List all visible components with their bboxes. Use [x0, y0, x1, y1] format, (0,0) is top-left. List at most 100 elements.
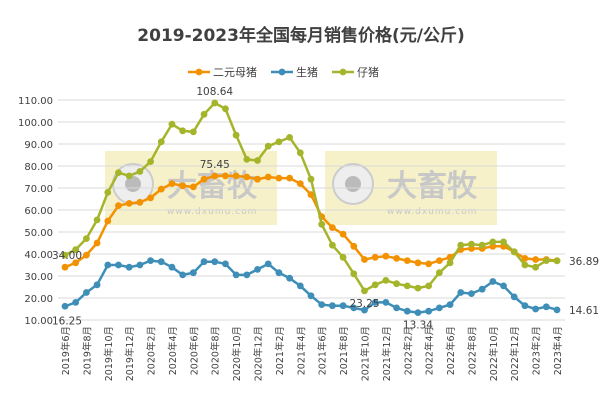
- data-point: [61, 251, 69, 259]
- data-point: [232, 271, 240, 279]
- data-point: [371, 281, 379, 289]
- series-group: [61, 99, 561, 317]
- data-point: [189, 183, 197, 191]
- data-point: [72, 259, 80, 267]
- data-point: [286, 134, 294, 141]
- data-point: [393, 255, 400, 262]
- y-tick-label: 70.00: [24, 184, 53, 195]
- data-point: [211, 172, 219, 180]
- data-point: [339, 302, 347, 310]
- data-point: [318, 301, 326, 308]
- data-point: [72, 299, 80, 306]
- data-label: 14.61: [569, 305, 599, 317]
- x-tick-label: 2019年10月: [103, 326, 115, 381]
- legend-label: 仔猪: [357, 66, 379, 79]
- y-tick-label: 50.00: [24, 228, 53, 239]
- data-point: [296, 149, 304, 157]
- data-point: [115, 202, 122, 210]
- x-tick-label: 2021年8月: [338, 326, 350, 375]
- data-point: [264, 142, 272, 150]
- data-labels: 34.00 75.45 16.25 13.34 14.61 108.64 23.25 36.8…: [52, 86, 599, 332]
- data-point: [254, 157, 261, 164]
- x-tick-label: 2022年8月: [466, 326, 478, 375]
- data-point: [435, 257, 443, 264]
- data-point: [61, 263, 69, 271]
- data-point: [403, 282, 411, 290]
- data-point: [125, 172, 133, 180]
- data-point: [510, 293, 518, 301]
- series-生猪: [61, 257, 561, 317]
- data-label: 108.64: [196, 86, 233, 98]
- x-tick-label: 2023年2月: [531, 326, 543, 375]
- data-point: [382, 299, 390, 306]
- data-point: [115, 261, 122, 269]
- x-tick-label: 2019年12月: [124, 326, 136, 381]
- y-axis: 10.00 20.00 30.00 40.00 50.00 60.00 70.00 80.00…: [18, 96, 53, 327]
- x-tick-label: 2022年2月: [402, 326, 414, 375]
- data-point: [382, 277, 390, 284]
- gridlines: [58, 99, 565, 321]
- data-point: [382, 252, 390, 260]
- x-tick-label: 2020年12月: [253, 326, 265, 381]
- x-tick-label: 2021年4月: [295, 326, 307, 375]
- data-point: [286, 274, 294, 282]
- data-point: [425, 307, 433, 315]
- data-point: [93, 216, 101, 224]
- x-axis: 2019年6月 2019年8月 2019年10月 2019年12月 2020年2月 202…: [60, 326, 564, 381]
- x-tick-label: 2020年2月: [146, 326, 158, 375]
- watermark-url: www.dxumu.com: [387, 207, 477, 217]
- data-label: 36.89: [569, 256, 599, 268]
- y-tick-label: 60.00: [24, 206, 53, 217]
- y-tick-label: 10.00: [24, 316, 53, 327]
- data-point: [82, 235, 90, 243]
- chart-title: 2019-2023年全国每月销售价格(元/公斤): [137, 25, 464, 46]
- data-point: [532, 263, 540, 271]
- x-tick-label: 2020年4月: [167, 326, 179, 375]
- data-point: [510, 248, 518, 256]
- data-point: [350, 242, 358, 250]
- data-point: [211, 99, 219, 107]
- data-point: [104, 189, 112, 196]
- legend: 二元母猪 生猪 仔猪: [188, 65, 379, 79]
- x-tick-label: 2019年6月: [60, 326, 72, 375]
- data-point: [521, 261, 529, 269]
- y-tick-label: 30.00: [24, 272, 53, 283]
- data-point: [264, 173, 272, 181]
- data-point: [542, 257, 550, 264]
- data-point: [403, 257, 411, 264]
- data-point: [125, 200, 133, 207]
- data-point: [414, 309, 422, 317]
- data-point: [414, 259, 422, 267]
- series-仔猪: [61, 99, 561, 295]
- data-point: [532, 256, 540, 263]
- data-point: [328, 241, 336, 249]
- data-point: [414, 284, 422, 292]
- data-point: [339, 230, 347, 238]
- x-tick-label: 2020年6月: [188, 326, 200, 375]
- data-point: [446, 259, 454, 267]
- data-point: [307, 191, 315, 199]
- data-point: [371, 299, 379, 306]
- data-point: [350, 270, 358, 278]
- data-point: [500, 238, 507, 246]
- data-point: [532, 305, 540, 313]
- x-tick-label: 2019年8月: [81, 326, 93, 375]
- watermark-brand: 大畜牧: [387, 169, 478, 204]
- data-point: [264, 260, 272, 268]
- data-point: [446, 301, 454, 308]
- x-tick-label: 2022年4月: [424, 326, 436, 375]
- data-point: [93, 239, 101, 247]
- y-tick-label: 80.00: [24, 162, 53, 173]
- data-point: [61, 302, 69, 310]
- legend-label: 二元母猪: [213, 66, 257, 79]
- legend-item: 生猪: [271, 65, 318, 79]
- data-point: [307, 175, 315, 183]
- data-point: [222, 172, 229, 180]
- data-point: [457, 241, 465, 249]
- y-tick-label: 100.00: [18, 118, 53, 129]
- data-point: [189, 269, 197, 277]
- data-point: [168, 180, 176, 188]
- data-label: 23.25: [349, 298, 379, 310]
- data-point: [125, 263, 133, 271]
